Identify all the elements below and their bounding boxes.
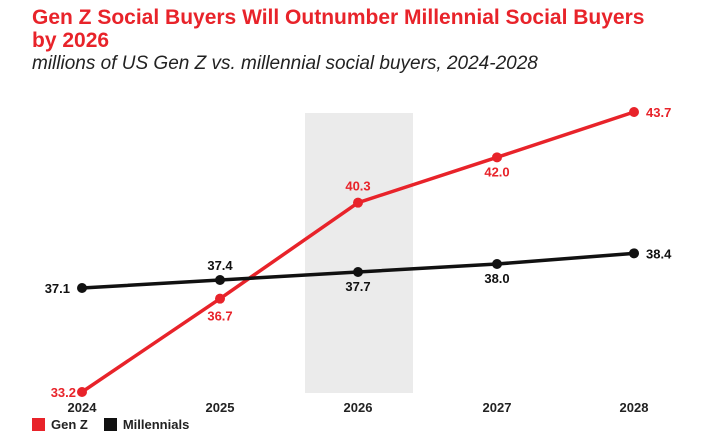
point-gen-z-2026	[353, 197, 363, 208]
data-label-gen-z-2027: 42.0	[484, 164, 509, 179]
legend-label-millennials: Millennials	[122, 417, 190, 432]
point-millennials-2027	[492, 259, 502, 269]
data-label-gen-z-2026: 40.3	[345, 179, 370, 194]
legend-item-millennials: Millennials	[103, 417, 190, 432]
data-label-gen-z-2028: 43.7	[646, 105, 671, 120]
data-label-millennials-2027: 38.0	[484, 271, 509, 286]
point-millennials-2028	[629, 248, 639, 259]
legend-swatch-millennials	[103, 418, 117, 431]
x-tick-label-2028: 2028	[620, 400, 649, 415]
x-tick-label-2025: 2025	[206, 400, 235, 415]
point-millennials-2025	[215, 275, 225, 285]
point-millennials-2024	[77, 283, 87, 293]
x-tick-label-2024: 2024	[68, 400, 98, 415]
data-label-millennials-2025: 37.4	[207, 258, 233, 273]
point-gen-z-2025	[215, 293, 225, 304]
data-label-millennials-2024: 37.1	[45, 281, 70, 296]
data-label-gen-z-2024: 33.2	[51, 385, 76, 400]
point-gen-z-2028	[629, 107, 639, 117]
data-label-millennials-2028: 38.4	[646, 246, 672, 261]
point-gen-z-2027	[492, 152, 502, 163]
x-tick-label-2027: 2027	[483, 400, 512, 415]
legend-swatch-gen-z	[32, 418, 45, 431]
x-tick-label-2026: 2026	[344, 400, 373, 415]
legend-item-gen-z: Gen Z	[32, 417, 88, 432]
chart-subtitle: millions of US Gen Z vs. millennial soci…	[32, 53, 538, 74]
point-gen-z-2024	[77, 387, 87, 397]
data-label-millennials-2026: 37.7	[345, 279, 370, 294]
legend: Gen Z Millennials	[32, 417, 205, 432]
legend-label-gen-z: Gen Z	[51, 417, 88, 432]
chart-title: Gen Z Social Buyers Will Outnumber Mille…	[32, 6, 645, 52]
data-label-gen-z-2025: 36.7	[207, 309, 232, 324]
point-millennials-2026	[353, 267, 363, 277]
highlight-band	[305, 113, 413, 393]
